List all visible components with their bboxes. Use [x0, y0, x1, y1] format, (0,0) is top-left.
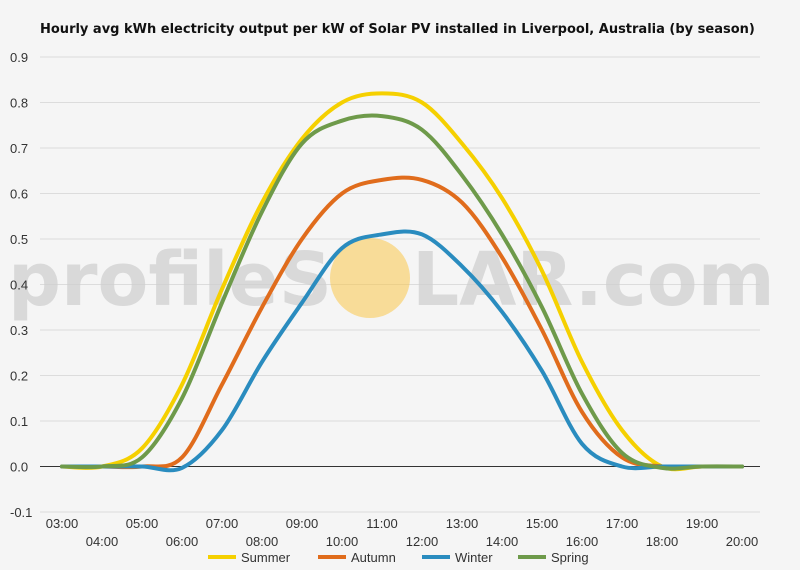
y-tick-label: 0.2 [10, 369, 28, 384]
y-tick-label: 0.0 [10, 460, 28, 475]
series-line-winter [60, 229, 744, 473]
x-tick-label: 17:00 [606, 516, 639, 531]
x-tick-label: 04:00 [86, 534, 119, 549]
y-tick-label: 0.4 [10, 278, 28, 293]
x-tick-label: 11:00 [366, 516, 398, 531]
x-tick-label: 13:00 [446, 516, 479, 531]
y-tick-label: 0.6 [10, 187, 28, 202]
x-tick-label: 08:00 [246, 534, 279, 549]
series-lines [60, 91, 744, 473]
y-tick-label: 0.8 [10, 96, 28, 111]
x-tick-label: 10:00 [326, 534, 359, 549]
y-tick-label: 0.5 [10, 232, 28, 247]
y-tick-label: -0.1 [10, 505, 32, 520]
watermark: profileS LAR.com [8, 237, 775, 323]
chart-title: Hourly avg kWh electricity output per kW… [40, 22, 755, 37]
watermark-sun-icon [330, 238, 410, 318]
x-axis-ticks: 03:00 04:00 05:00 06:00 07:00 08:00 09:00 10:00… [46, 516, 759, 549]
x-tick-label: 15:00 [526, 516, 559, 531]
x-tick-label: 09:00 [286, 516, 319, 531]
x-tick-label: 07:00 [206, 516, 239, 531]
x-tick-label: 03:00 [46, 516, 79, 531]
legend-label-autumn: Autumn [351, 550, 396, 565]
y-tick-label: 0.1 [10, 414, 28, 429]
x-tick-label: 18:00 [646, 534, 679, 549]
x-tick-label: 14:00 [486, 534, 519, 549]
watermark-text-right: LAR.com [412, 237, 775, 323]
x-tick-label: 20:00 [726, 534, 759, 549]
x-tick-label: 06:00 [166, 534, 199, 549]
x-tick-label: 12:00 [406, 534, 439, 549]
series-line-summer [60, 91, 744, 472]
y-tick-label: 0.7 [10, 141, 28, 156]
legend-label-winter: Winter [455, 550, 493, 565]
y-tick-label: 0.3 [10, 323, 28, 338]
x-tick-label: 19:00 [686, 516, 719, 531]
y-tick-label: 0.9 [10, 50, 28, 65]
legend: Summer Autumn Winter Spring [208, 550, 589, 565]
x-tick-label: 16:00 [566, 534, 599, 549]
legend-label-spring: Spring [551, 550, 589, 565]
x-tick-label: 05:00 [126, 516, 159, 531]
watermark-text-left: profileS [8, 237, 332, 323]
legend-label-summer: Summer [241, 550, 291, 565]
y-axis-ticks: -0.1 0.0 0.1 0.2 0.3 0.4 0.5 0.6 0.7 0.8 0.9 [10, 50, 32, 520]
series-line-spring [60, 113, 744, 471]
series-line-autumn [60, 175, 744, 470]
